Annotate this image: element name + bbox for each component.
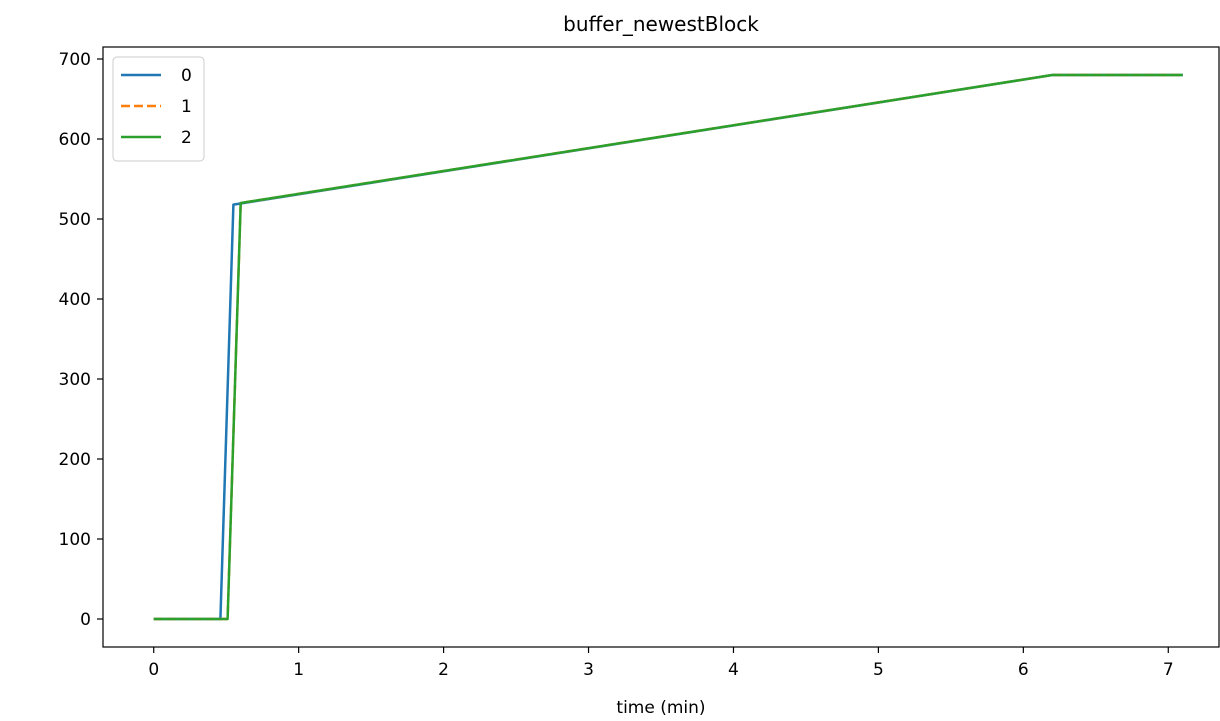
chart-title: buffer_newestBlock: [563, 12, 759, 36]
x-tick-label: 1: [293, 660, 304, 680]
legend: 0 1 2: [112, 56, 205, 162]
y-tick-label: 700: [59, 50, 91, 70]
y-tick-label: 600: [59, 130, 91, 150]
series-line-2: [153, 73, 1183, 621]
legend-label-0: 0: [181, 66, 192, 86]
legend-label-1: 1: [181, 97, 192, 117]
series-line-1: [153, 73, 1183, 621]
x-tick-label: 2: [438, 660, 449, 680]
x-axis-label: time (min): [616, 698, 705, 718]
y-tick-label: 300: [59, 370, 91, 390]
legend-label-2: 2: [181, 128, 192, 148]
y-tick-label: 400: [59, 290, 91, 310]
y-tick-label: 100: [59, 530, 91, 550]
x-axis-ticks: 0 1 2 3 4 5 6 7: [148, 647, 1174, 680]
x-tick-label: 7: [1163, 660, 1174, 680]
series-lines: [153, 73, 1183, 621]
plot-frame: [102, 46, 1220, 648]
y-tick-label: 200: [59, 450, 91, 470]
y-axis-ticks: 0 100 200 300 400 500 600 700: [59, 50, 103, 630]
x-tick-label: 6: [1018, 660, 1029, 680]
x-tick-label: 0: [148, 660, 159, 680]
x-tick-label: 3: [583, 660, 594, 680]
x-tick-label: 4: [728, 660, 739, 680]
y-tick-label: 500: [59, 210, 91, 230]
y-tick-label: 0: [80, 610, 91, 630]
series-line-0: [153, 73, 1183, 621]
legend-box: [112, 56, 205, 162]
x-tick-label: 5: [873, 660, 884, 680]
